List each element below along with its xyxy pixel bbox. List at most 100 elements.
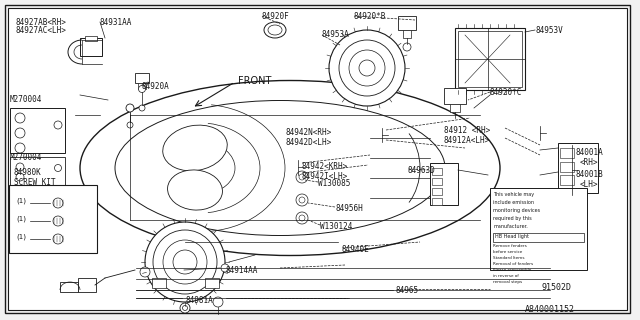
Bar [205,278,219,288]
Circle shape [221,264,229,272]
Bar [455,28,525,90]
Text: 91502D: 91502D [541,283,571,292]
Bar [78,278,96,292]
Text: 84920*C: 84920*C [490,88,522,97]
Text: M270004: M270004 [10,153,42,162]
Text: Please reassemble: Please reassemble [493,268,531,272]
Text: manufacturer.: manufacturer. [493,224,528,229]
Circle shape [296,212,308,224]
Text: Standard Items: Standard Items [493,256,525,260]
Circle shape [140,267,150,277]
Text: 84965: 84965 [396,286,419,295]
Circle shape [15,143,25,153]
Text: <LH>: <LH> [580,180,598,189]
Circle shape [53,216,63,226]
Text: 84927AC<LH>: 84927AC<LH> [15,26,66,35]
Text: FRONT: FRONT [238,76,271,86]
Bar [432,188,442,195]
Circle shape [139,105,145,111]
Text: 84940E: 84940E [342,245,370,254]
Circle shape [54,164,61,172]
Circle shape [359,60,375,76]
Circle shape [16,163,24,171]
Text: (1): (1) [16,198,26,204]
Bar [60,282,78,292]
Bar [152,278,166,288]
Text: W130085: W130085 [318,179,350,188]
Text: (1): (1) [16,216,26,222]
Circle shape [296,194,308,206]
Bar [493,233,584,242]
Text: 84942I<LH>: 84942I<LH> [302,172,348,181]
Circle shape [299,174,305,180]
Circle shape [299,197,305,203]
Ellipse shape [264,22,286,38]
Text: before service: before service [493,250,522,254]
Text: SCREW KIT: SCREW KIT [14,178,56,187]
Circle shape [54,121,62,129]
Bar [138,83,146,89]
Text: HB Head light: HB Head light [495,234,529,239]
Bar [430,163,458,205]
Circle shape [182,306,188,310]
Bar [450,104,460,112]
Text: 84001A: 84001A [575,148,603,157]
Text: 84981A: 84981A [185,296,212,305]
Bar [80,38,102,56]
Circle shape [153,230,217,294]
Ellipse shape [268,25,282,35]
Text: monitoring devices: monitoring devices [493,208,540,213]
Text: 84963D: 84963D [408,166,436,175]
Circle shape [339,40,395,96]
Bar [135,73,149,83]
Circle shape [127,122,133,128]
Bar [85,36,97,41]
Text: 84920A: 84920A [142,82,170,91]
Circle shape [15,128,25,138]
Text: 84914AA: 84914AA [225,266,257,275]
Circle shape [138,85,145,92]
Circle shape [53,234,63,244]
Text: 84912A<LH>: 84912A<LH> [444,136,490,145]
Text: 84920F: 84920F [262,12,290,21]
Circle shape [126,104,134,112]
Text: Removal of fenders: Removal of fenders [493,262,533,266]
Text: W130124: W130124 [320,222,353,231]
Circle shape [163,240,207,284]
Circle shape [53,198,63,208]
Bar [444,88,466,104]
Text: This vehicle may: This vehicle may [493,192,534,197]
Circle shape [16,173,24,181]
Bar [432,178,442,185]
Text: Remove fenders: Remove fenders [493,244,527,248]
Text: <RH>: <RH> [580,158,598,167]
Bar [490,188,587,270]
Circle shape [403,43,411,51]
Circle shape [349,50,385,86]
Bar [432,168,442,175]
Text: 84942D<LH>: 84942D<LH> [286,138,332,147]
Ellipse shape [163,125,227,171]
Bar [560,162,574,172]
Text: M270004: M270004 [10,95,42,104]
Text: include emission: include emission [493,200,534,205]
Text: 84942N<RH>: 84942N<RH> [286,128,332,137]
Text: 84953A: 84953A [322,30,349,39]
Text: 84931AA: 84931AA [100,18,132,27]
Bar [9,185,97,253]
Circle shape [296,171,308,183]
Bar [403,30,411,38]
Bar [458,31,522,87]
Ellipse shape [115,100,445,236]
Circle shape [329,30,405,106]
Bar [10,157,65,192]
Text: (1): (1) [16,234,26,241]
Ellipse shape [80,81,500,255]
Text: 84927AB<RH>: 84927AB<RH> [15,18,66,27]
Text: 84953V: 84953V [535,26,563,35]
Circle shape [15,113,25,123]
Circle shape [180,303,190,313]
Circle shape [145,222,225,302]
Text: 84956H: 84956H [335,204,363,213]
Text: A840001152: A840001152 [525,305,575,314]
